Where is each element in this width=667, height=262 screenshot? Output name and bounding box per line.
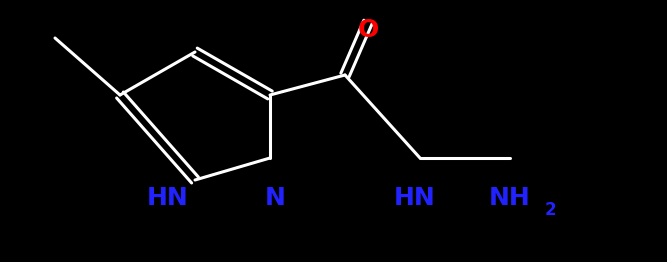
Text: N: N bbox=[265, 186, 285, 210]
Text: NH: NH bbox=[489, 186, 531, 210]
Text: 2: 2 bbox=[545, 201, 557, 219]
Text: HN: HN bbox=[147, 186, 189, 210]
Text: HN: HN bbox=[394, 186, 436, 210]
Text: O: O bbox=[358, 18, 379, 42]
